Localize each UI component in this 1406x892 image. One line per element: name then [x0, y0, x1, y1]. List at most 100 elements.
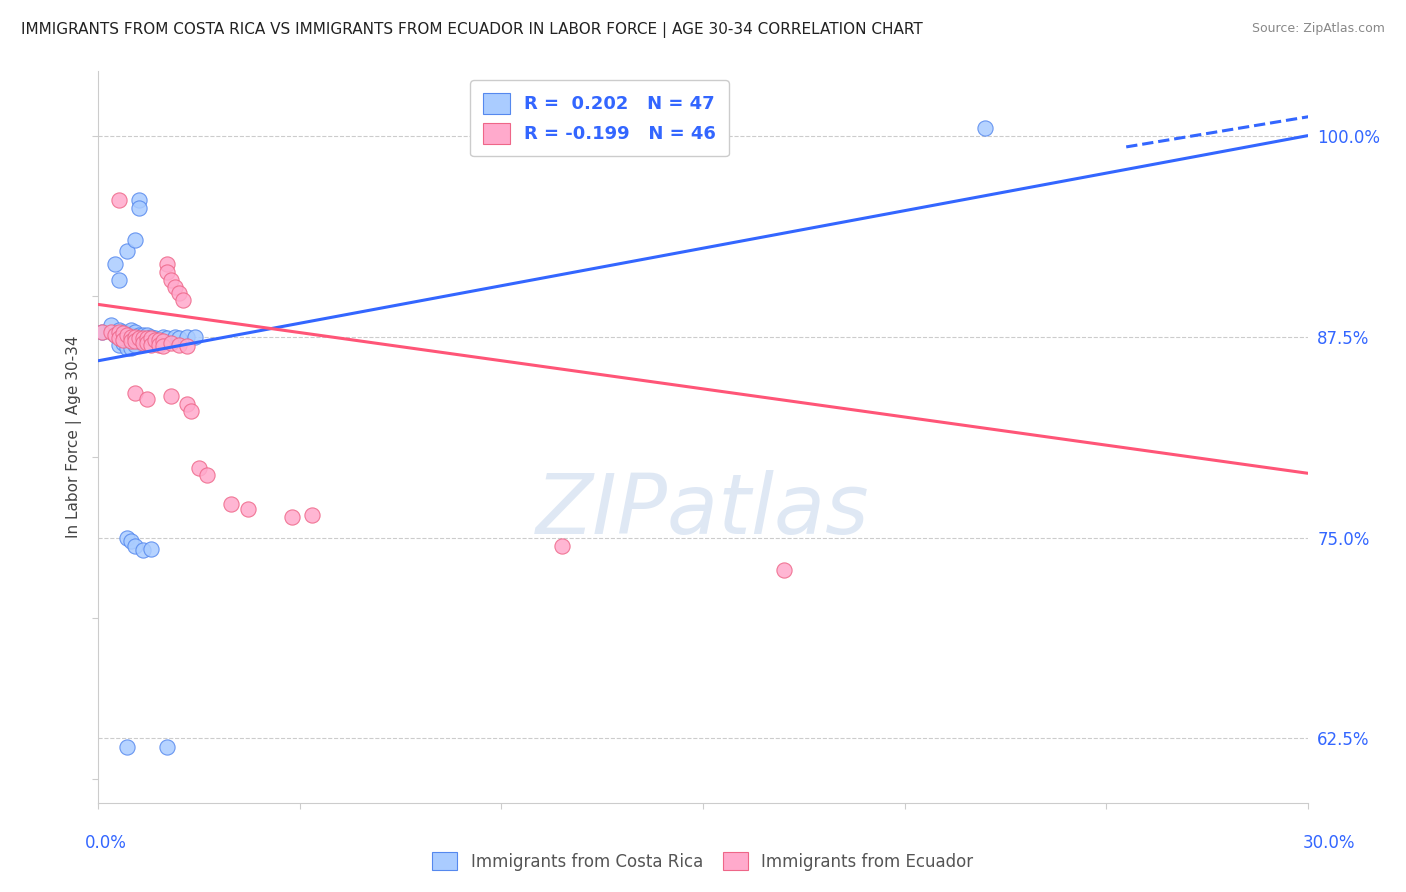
Point: [107, 273, 129, 287]
Point: [120, 341, 142, 355]
Point: [156, 265, 179, 279]
Point: [107, 331, 129, 345]
Point: [107, 193, 129, 207]
Point: [195, 467, 218, 482]
Point: [135, 331, 157, 345]
Point: [172, 293, 194, 307]
Point: [160, 389, 183, 403]
Point: [91, 325, 114, 339]
Point: [128, 193, 150, 207]
Point: [135, 336, 157, 351]
Point: [115, 531, 138, 545]
Point: [160, 336, 183, 351]
Point: [152, 334, 174, 349]
Point: [176, 397, 198, 411]
Point: [107, 325, 129, 339]
Point: [100, 325, 122, 339]
Point: [115, 341, 138, 355]
Point: [111, 333, 134, 347]
Point: [156, 739, 179, 754]
Point: [120, 329, 142, 343]
Point: [135, 328, 157, 343]
Point: [167, 331, 190, 345]
Point: [139, 331, 162, 345]
Point: [135, 336, 157, 351]
Point: [139, 329, 162, 343]
Point: [115, 326, 138, 341]
Point: [115, 333, 138, 347]
Point: [152, 339, 174, 353]
Point: [184, 329, 207, 343]
Point: [124, 334, 146, 349]
Point: [107, 323, 129, 337]
Point: [128, 328, 150, 343]
Point: [111, 326, 134, 341]
Point: [115, 328, 138, 343]
Point: [132, 336, 155, 351]
Text: Source: ZipAtlas.com: Source: ZipAtlas.com: [1251, 22, 1385, 36]
Point: [91, 325, 114, 339]
Point: [128, 201, 150, 215]
Point: [132, 328, 155, 343]
Point: [152, 329, 174, 343]
Point: [163, 279, 186, 293]
Point: [139, 337, 162, 351]
Point: [120, 323, 142, 337]
Point: [124, 385, 146, 400]
Point: [772, 563, 794, 577]
Point: [107, 337, 129, 351]
Point: [124, 329, 146, 343]
Point: [160, 273, 183, 287]
Point: [128, 334, 150, 349]
Text: 0.0%: 0.0%: [84, 834, 127, 852]
Point: [124, 337, 146, 351]
Point: [103, 328, 125, 343]
Point: [176, 339, 198, 353]
Point: [124, 325, 146, 339]
Point: [124, 233, 146, 247]
Point: [111, 331, 134, 345]
Point: [167, 286, 190, 301]
Point: [148, 337, 170, 351]
Point: [100, 318, 122, 333]
Y-axis label: In Labor Force | Age 30-34: In Labor Force | Age 30-34: [66, 335, 82, 539]
Point: [180, 403, 202, 417]
Text: IMMIGRANTS FROM COSTA RICA VS IMMIGRANTS FROM ECUADOR IN LABOR FORCE | AGE 30-34: IMMIGRANTS FROM COSTA RICA VS IMMIGRANTS…: [21, 22, 922, 38]
Point: [148, 333, 170, 347]
Point: [143, 333, 166, 347]
Point: [301, 508, 323, 522]
Point: [115, 739, 138, 754]
Point: [120, 328, 142, 343]
Text: ZIPatlas: ZIPatlas: [536, 470, 870, 550]
Point: [120, 334, 142, 349]
Point: [156, 331, 179, 345]
Point: [974, 120, 997, 135]
Point: [167, 337, 190, 351]
Point: [135, 392, 157, 407]
Point: [188, 461, 211, 475]
Point: [139, 541, 162, 556]
Point: [120, 334, 142, 349]
Point: [120, 533, 142, 548]
Point: [111, 336, 134, 351]
Point: [115, 244, 138, 259]
Point: [132, 543, 155, 558]
Point: [143, 331, 166, 345]
Text: 30.0%: 30.0%: [1302, 834, 1355, 852]
Point: [221, 497, 243, 511]
Point: [128, 331, 150, 345]
Point: [132, 334, 155, 349]
Legend: R =  0.202   N = 47, R = -0.199   N = 46: R = 0.202 N = 47, R = -0.199 N = 46: [470, 80, 728, 156]
Legend: Immigrants from Costa Rica, Immigrants from Ecuador: Immigrants from Costa Rica, Immigrants f…: [425, 844, 981, 880]
Point: [163, 329, 186, 343]
Point: [111, 325, 134, 339]
Point: [103, 257, 125, 271]
Point: [148, 333, 170, 347]
Point: [124, 539, 146, 553]
Point: [156, 257, 179, 271]
Point: [132, 331, 155, 345]
Point: [281, 509, 304, 524]
Point: [551, 539, 574, 553]
Point: [176, 329, 198, 343]
Point: [236, 501, 259, 516]
